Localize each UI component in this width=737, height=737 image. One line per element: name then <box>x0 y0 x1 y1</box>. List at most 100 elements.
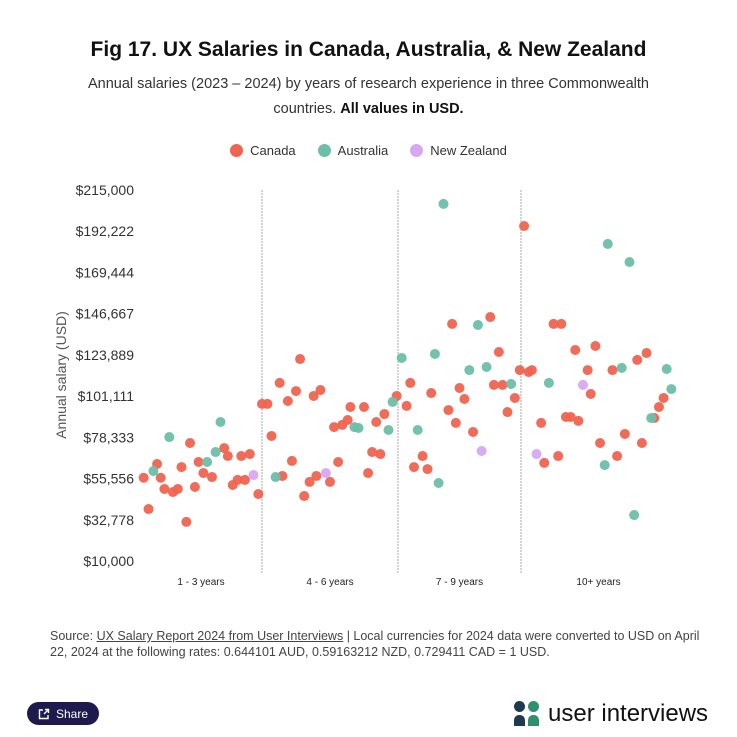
data-point-canada <box>193 457 204 468</box>
data-point-new-zealand <box>248 470 259 481</box>
data-point-canada <box>222 451 233 462</box>
data-point-canada <box>485 312 496 323</box>
data-point-australia <box>210 447 221 458</box>
new-zealand-dot-icon <box>410 144 424 157</box>
y-tick-label: $55,556 <box>83 471 134 487</box>
data-point-canada <box>198 468 209 479</box>
data-point-australia <box>164 432 175 443</box>
share-icon <box>38 708 50 719</box>
data-point-canada <box>295 354 306 365</box>
data-point-australia <box>383 424 394 435</box>
legend-item-australia[interactable]: Australia <box>317 143 389 158</box>
data-point-canada <box>299 491 310 502</box>
data-point-canada <box>244 449 255 460</box>
data-point-canada <box>359 401 369 412</box>
data-point-canada <box>405 377 416 388</box>
data-point-canada <box>459 394 470 405</box>
data-point-canada <box>143 504 154 515</box>
data-point-canada <box>408 462 419 473</box>
data-point-canada <box>619 428 630 439</box>
data-point-canada <box>155 472 166 483</box>
data-point-canada <box>450 417 461 428</box>
y-tick-label: $78,333 <box>83 429 134 445</box>
chart-title: Fig 17. UX Salaries in Canada, Australia… <box>90 38 647 61</box>
data-point-canada <box>443 405 454 416</box>
data-point-canada <box>325 476 335 487</box>
canada-dot-icon <box>230 144 244 157</box>
data-point-canada <box>422 464 433 475</box>
data-point-australia <box>646 413 657 424</box>
data-point-australia <box>148 466 159 477</box>
legend-item-canada[interactable]: Canada <box>230 143 296 158</box>
data-point-canada <box>345 401 356 412</box>
data-point-australia <box>433 477 444 488</box>
data-point-canada <box>375 449 386 460</box>
data-point-canada <box>607 365 618 376</box>
x-category-label: 7 - 9 years <box>436 577 483 588</box>
data-point-canada <box>536 417 547 428</box>
data-point-canada <box>632 354 643 365</box>
data-point-australia <box>616 362 627 373</box>
data-point-canada <box>636 438 647 449</box>
chart-subtitle: Annual salaries (2023 – 2024) by years o… <box>60 72 677 122</box>
legend-item-new-zealand[interactable]: New Zealand <box>410 143 507 158</box>
data-point-canada <box>502 407 513 418</box>
y-tick-label: $123,889 <box>76 347 135 363</box>
data-point-australia <box>472 320 483 331</box>
data-point-australia <box>202 457 213 468</box>
data-point-australia <box>629 510 640 521</box>
x-category-label: 4 - 6 years <box>306 577 353 588</box>
data-point-canada <box>342 415 353 426</box>
share-button[interactable]: Share <box>27 702 99 725</box>
data-point-canada <box>367 447 378 458</box>
data-point-canada <box>206 472 217 483</box>
data-point-canada <box>181 516 192 527</box>
source-label: Source: <box>50 629 94 643</box>
data-point-canada <box>172 483 183 494</box>
source-text: | Local currencies for 2024 data were co… <box>50 629 700 659</box>
data-point-new-zealand <box>578 379 588 390</box>
data-point-canada <box>304 476 315 487</box>
data-point-canada <box>553 451 564 462</box>
data-point-canada <box>539 457 550 468</box>
data-point-australia <box>602 238 613 249</box>
legend-label: New Zealand <box>430 143 507 158</box>
data-point-new-zealand <box>531 449 542 460</box>
legend-label: Australia <box>337 143 389 158</box>
data-point-canada <box>509 392 520 403</box>
y-tick-label: $146,667 <box>76 306 135 322</box>
subtitle-text: Annual salaries (2023 – 2024) by years o… <box>88 76 649 117</box>
data-point-canada <box>266 430 277 441</box>
source-note: Source: UX Salary Report 2024 from User … <box>50 628 700 660</box>
subtitle-bold: All values in USD. <box>340 101 464 117</box>
y-tick-label: $192,222 <box>76 223 135 239</box>
data-point-canada <box>176 462 187 473</box>
legend: Canada Australia New Zealand <box>0 143 737 158</box>
data-point-canada <box>497 379 508 390</box>
data-point-australia <box>270 472 281 483</box>
data-point-australia <box>438 198 449 209</box>
legend-label: Canada <box>250 143 296 158</box>
data-point-canada <box>514 365 525 376</box>
user-interviews-logo[interactable]: user interviews <box>514 700 708 728</box>
data-point-canada <box>262 398 273 409</box>
data-point-canada <box>185 438 196 449</box>
y-axis-label: Annual salary (USD) <box>53 311 69 439</box>
y-tick-label: $215,000 <box>76 182 135 198</box>
data-point-canada <box>548 318 559 329</box>
data-point-australia <box>353 422 364 433</box>
data-point-canada <box>519 221 530 232</box>
y-tick-label: $10,000 <box>83 553 134 569</box>
data-point-canada <box>573 415 584 426</box>
data-point-canada <box>590 341 601 352</box>
data-point-canada <box>308 390 319 401</box>
data-point-australia <box>464 365 475 376</box>
data-point-canada <box>253 489 264 500</box>
data-point-australia <box>215 417 226 428</box>
source-link[interactable]: UX Salary Report 2024 from User Intervie… <box>96 629 344 643</box>
x-category-label: 10+ years <box>576 577 620 588</box>
data-point-australia <box>412 424 423 435</box>
data-point-australia <box>481 361 492 372</box>
data-point-canada <box>570 344 581 355</box>
